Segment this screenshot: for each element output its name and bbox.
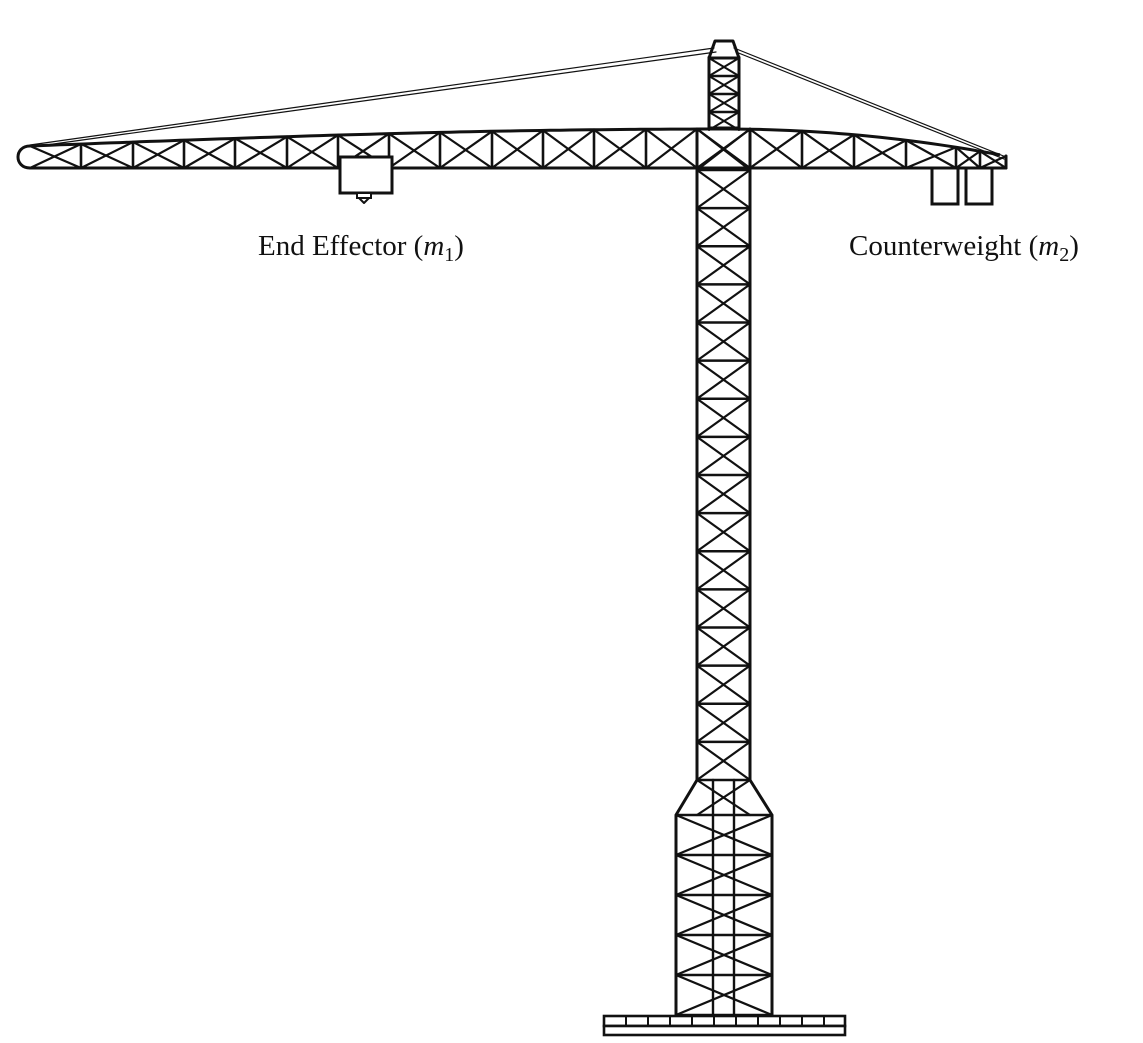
jib-diagonal-member [978,150,1008,170]
foundation-plate [602,1014,847,1037]
jib-diagonal-member [644,127,699,170]
counterweight-block-right [964,166,994,206]
base-diagonal-member [674,933,774,977]
left-cable-upper [29,47,715,146]
mast-diagonal-member [695,321,752,362]
base-diagonal-member [674,973,774,1017]
jib-diagonal-member [79,140,135,170]
mast-diagonal-member [695,626,752,667]
mast-diagonal-member [695,359,752,400]
end-effector-trolley [338,155,394,204]
counterweight-mass-subscript: 2 [1059,244,1070,266]
apex-diagonal-member [708,57,740,77]
mast-diagonal-member [695,588,752,629]
trolley-box [338,155,394,195]
trolley-hook-block [356,192,372,199]
jib-diagonal-member [852,139,908,170]
jib-diagonal-member [800,133,856,170]
mast-diagonal-member [695,664,752,705]
end-effector-label-close: ) [454,230,464,262]
mast-diagonal-member [695,397,752,438]
jib-diagonal-member [182,137,237,170]
jib-diagonal-member [954,150,982,170]
counterweight-label-text: Counterweight ( [849,230,1039,262]
mast-diagonal-member [695,168,752,210]
mast-diagonal-member [695,207,752,248]
jib-diagonal-member [490,129,545,170]
jib-diagonal-member [438,130,494,170]
counterweight-label-close: ) [1069,230,1079,262]
end-effector-label: End Effector (m1) [258,230,464,266]
base-diagonal-member [674,813,774,857]
jib-diagonal-member [800,129,856,170]
jib-boom [16,127,1008,170]
foundation-bottom-rail [602,1024,847,1037]
counterweight-blocks [930,166,994,206]
mast-diagonal-member [695,245,752,286]
jib-top-chord [29,127,1001,157]
right-cable-upper [733,47,1007,158]
end-effector-label-text: End Effector ( [258,230,424,262]
tower-top-apex [707,39,741,131]
jib-diagonal-member [285,133,340,170]
mast-diagonal-member [695,283,752,324]
mast-tower [695,127,752,782]
pendant-cables [29,47,1007,160]
mast-diagonal-member [695,473,752,515]
base-diagonal-member [674,893,774,937]
end-effector-mass-subscript: 1 [444,244,455,266]
mast-diagonal-member [695,740,752,782]
jib-diagonal-member [233,135,289,170]
right-cable-lower [735,51,1005,160]
jib-diagonal-member [28,142,83,170]
jib-diagonal-member [131,139,186,170]
jib-diagonal-member [852,133,908,170]
jib-tip-nose [16,144,31,170]
left-cable-lower [31,51,717,148]
foundation-top-rail [602,1014,847,1028]
end-effector-mass-symbol: m [423,230,445,262]
jib-diagonal-member [387,131,442,170]
base-diagonal-member [674,853,774,897]
counterweight-label: Counterweight (m2) [849,230,1079,266]
counterweight-mass-symbol: m [1038,230,1060,262]
mast-diagonal-member [695,512,752,553]
trolley-hook [358,197,370,204]
counterweight-block-left [930,166,960,206]
apex-diagonal-member [708,111,740,131]
mast-diagonal-member [695,435,752,477]
mast-diagonal-member [695,127,752,172]
jib-diagonal-member [904,139,958,170]
base-section [674,778,774,1017]
apex-diagonal-member [708,93,740,113]
jib-diagonal-member [748,129,804,170]
base-diagonal-member [695,778,752,817]
jib-diagonal-member [904,146,958,170]
mast-diagonal-member [695,550,752,591]
apex-cap [707,39,741,59]
apex-diagonal-member [708,75,740,95]
mast-diagonal-member [695,702,752,743]
jib-diagonal-member [541,128,596,170]
jib-diagonal-member [954,146,982,170]
jib-diagonal-member [592,128,648,170]
jib-diagonal-member [978,154,1008,170]
